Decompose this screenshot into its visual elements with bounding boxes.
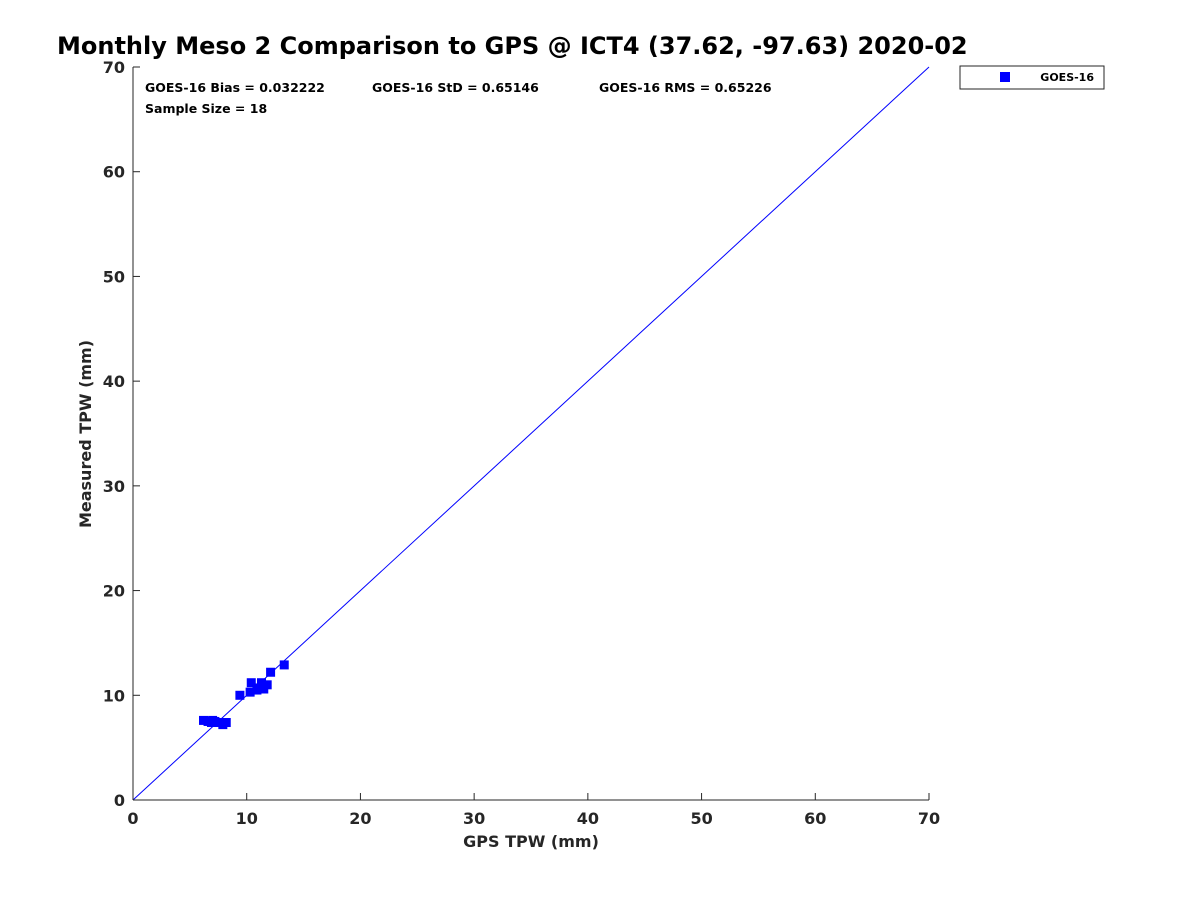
- data-point: [256, 678, 266, 688]
- y-tick-label: 60: [103, 163, 125, 182]
- y-tick-label: 40: [103, 372, 125, 391]
- x-tick-label: 30: [463, 809, 485, 828]
- rms-annotation: GOES-16 RMS = 0.65226: [599, 80, 772, 95]
- y-tick-label: 10: [103, 686, 125, 705]
- x-tick-label: 40: [577, 809, 599, 828]
- legend: GOES-16: [959, 65, 1105, 90]
- data-point: [246, 678, 256, 688]
- y-tick-label: 0: [114, 791, 125, 810]
- y-tick-label: 50: [103, 267, 125, 286]
- x-tick-label: 50: [690, 809, 712, 828]
- legend-marker: [1000, 72, 1010, 82]
- x-axis-label: GPS TPW (mm): [463, 832, 599, 851]
- data-point: [245, 687, 255, 697]
- data-point: [266, 667, 276, 677]
- data-point: [221, 718, 231, 728]
- x-tick-label: 60: [804, 809, 826, 828]
- y-axis-ticks: 0 10 20 30 40 50 60 70: [103, 58, 140, 810]
- legend-label: GOES-16: [1040, 71, 1094, 84]
- data-point: [199, 715, 209, 725]
- x-tick-label: 10: [236, 809, 258, 828]
- legend-box: [959, 65, 1105, 90]
- data-point: [262, 680, 272, 690]
- x-tick-label: 0: [127, 809, 138, 828]
- sample-size-annotation: Sample Size = 18: [145, 101, 267, 116]
- std-annotation: GOES-16 StD = 0.65146: [372, 80, 539, 95]
- bias-annotation: GOES-16 Bias = 0.032222: [145, 80, 325, 95]
- data-point: [254, 683, 264, 693]
- data-point: [208, 715, 218, 725]
- y-tick-label: 30: [103, 477, 125, 496]
- y-axis-label: Measured TPW (mm): [76, 340, 95, 528]
- x-tick-label: 70: [918, 809, 940, 828]
- y-tick-label: 70: [103, 58, 125, 77]
- x-tick-label: 20: [349, 809, 371, 828]
- reference-line-layer: [132, 66, 930, 801]
- one-to-one-line: [132, 66, 930, 801]
- y-tick-label: 20: [103, 582, 125, 601]
- data-points: [199, 660, 289, 730]
- data-point: [235, 690, 245, 700]
- x-axis-ticks: 0 10 20 30 40 50 60 70: [127, 793, 940, 828]
- data-point: [279, 660, 289, 670]
- chart-title: Monthly Meso 2 Comparison to GPS @ ICT4 …: [57, 32, 968, 60]
